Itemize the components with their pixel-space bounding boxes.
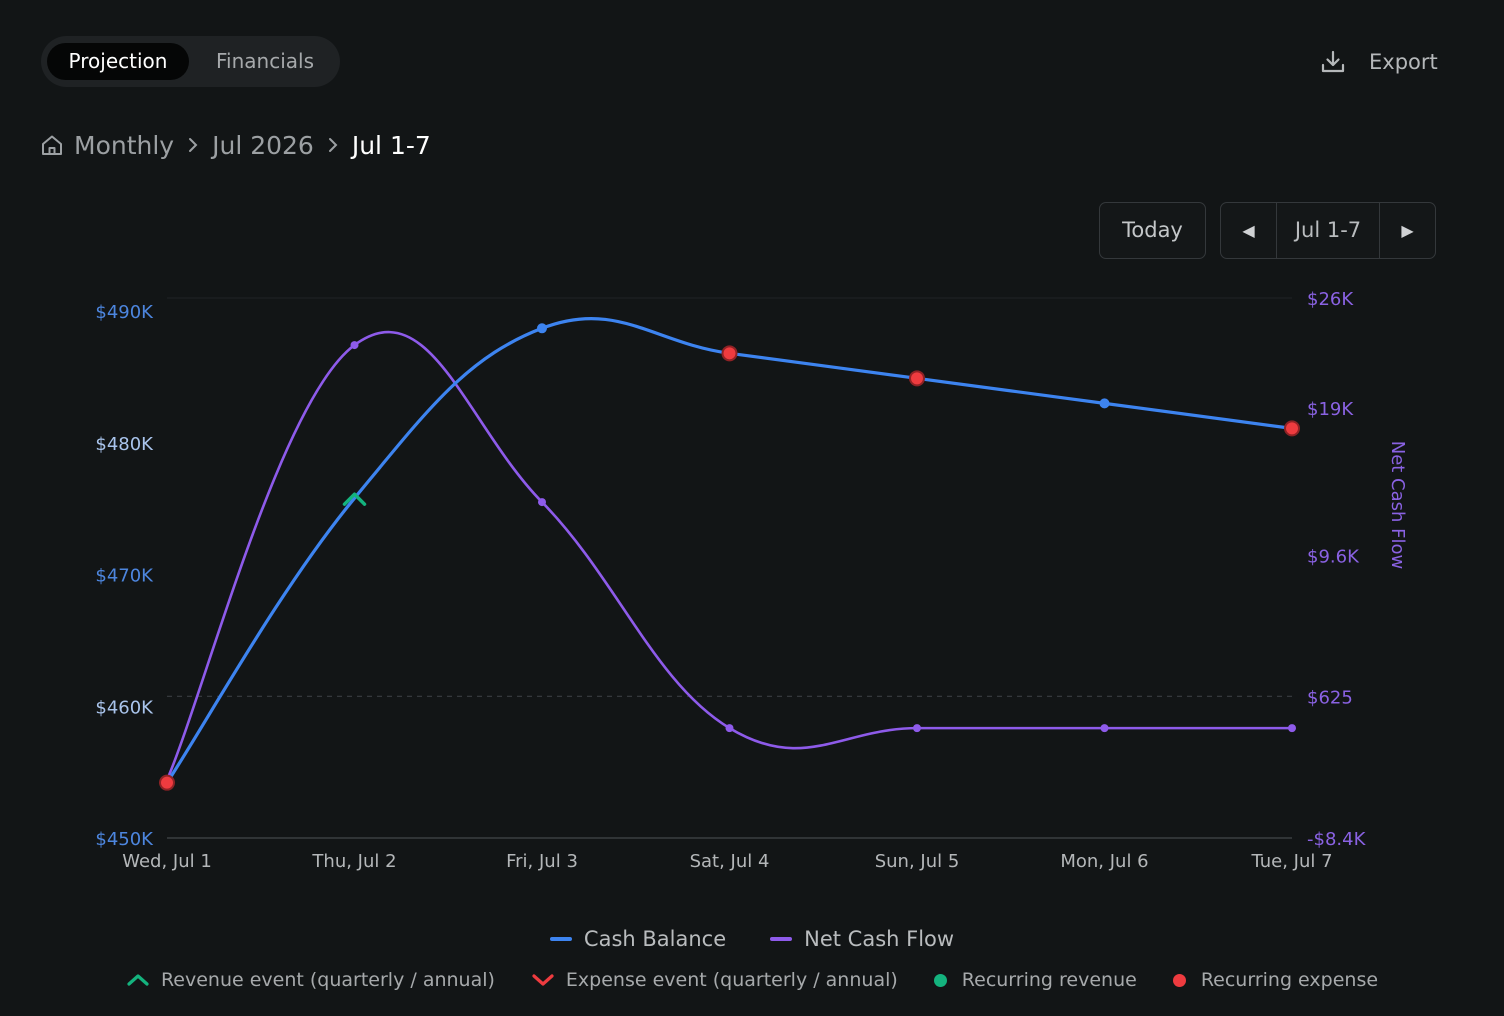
red-dot-icon	[1172, 973, 1186, 987]
legend-recurring-expense-label: Recurring expense	[1200, 969, 1379, 991]
breadcrumb-month[interactable]: Jul 2026	[212, 130, 314, 160]
right-axis-tick-label: $625	[1307, 687, 1353, 708]
triangle-right-icon: ▶	[1401, 221, 1414, 240]
chevron-right-icon	[174, 136, 212, 154]
right-axis-tick-label: $9.6K	[1307, 546, 1360, 567]
cash-balance-point-recurring-expense	[159, 774, 175, 791]
left-axis-tick-label: $490K	[95, 302, 154, 323]
triangle-left-icon: ◀	[1242, 221, 1255, 240]
next-range-button[interactable]: ▶	[1379, 203, 1435, 258]
today-button[interactable]: Today	[1099, 202, 1206, 259]
date-range-label: Jul 1-7	[1294, 218, 1362, 242]
x-axis-tick-label: Sun, Jul 5	[875, 851, 960, 872]
legend-expense-event: Expense event (quarterly / annual)	[531, 969, 898, 991]
net-cash-flow-point	[1288, 724, 1296, 733]
cash-balance-point-recurring-expense	[909, 370, 925, 387]
net-cash-flow-point	[725, 724, 734, 733]
tab-financials[interactable]: Financials	[216, 49, 314, 73]
export-label: Export	[1369, 50, 1438, 74]
cash-projection-chart: $450K $460K $470K $480K $490K -$8.4K $625 $9.6K…	[95, 289, 1408, 872]
net-cash-flow-point	[538, 498, 546, 507]
series-legend: Cash Balance Net Cash Flow	[0, 924, 1504, 954]
chevron-right-icon	[314, 136, 352, 154]
previous-range-button[interactable]: ◀	[1221, 203, 1277, 258]
cash-balance-swatch	[549, 937, 572, 941]
legend-net-cash-flow-label: Net Cash Flow	[804, 927, 955, 951]
legend-recurring-revenue-label: Recurring revenue	[961, 969, 1137, 991]
cash-balance-point-revenue-event	[342, 492, 367, 506]
left-axis-tick-label: $450K	[95, 829, 154, 850]
chevron-up-icon	[126, 972, 150, 988]
net-cash-flow-point	[1100, 724, 1109, 733]
legend-net-cash-flow[interactable]: Net Cash Flow	[770, 927, 954, 951]
net-cash-flow-swatch	[770, 937, 793, 941]
breadcrumb-current: Jul 1-7	[351, 130, 431, 160]
legend-cash-balance[interactable]: Cash Balance	[549, 927, 727, 951]
breadcrumb-monthly[interactable]: Monthly	[74, 130, 175, 160]
green-dot-icon	[933, 973, 947, 987]
left-axis-tick-label: $480K	[95, 434, 154, 455]
legend-expense-event-label: Expense event (quarterly / annual)	[565, 969, 898, 991]
right-axis-tick-label: -$8.4K	[1307, 829, 1367, 850]
export-button[interactable]: Export	[1316, 44, 1440, 80]
legend-revenue-event-label: Revenue event (quarterly / annual)	[160, 969, 495, 991]
cash-balance-point	[1099, 398, 1110, 409]
x-axis-tick-label: Mon, Jul 6	[1060, 851, 1148, 872]
download-icon	[1316, 45, 1350, 79]
cash-balance-line	[165, 317, 1293, 784]
net-cash-flow-line	[165, 330, 1292, 781]
legend-recurring-expense: Recurring expense	[1172, 969, 1379, 991]
view-toggle: Projection Financials	[41, 36, 340, 87]
right-axis-tick-label: $26K	[1307, 289, 1354, 310]
x-axis-tick-label: Thu, Jul 2	[311, 851, 396, 872]
net-cash-flow-point	[350, 341, 359, 350]
x-axis-tick-label: Fri, Jul 3	[506, 851, 578, 872]
x-axis-tick-label: Wed, Jul 1	[122, 851, 212, 872]
marker-legend: Revenue event (quarterly / annual) Expen…	[0, 965, 1504, 995]
right-axis-title: Net Cash Flow	[1387, 441, 1408, 570]
cash-balance-point-recurring-expense	[721, 345, 738, 362]
legend-revenue-event: Revenue event (quarterly / annual)	[126, 969, 495, 991]
date-range-navigator: ◀ Jul 1-7 ▶	[1220, 202, 1436, 259]
left-axis-tick-label: $460K	[95, 697, 154, 718]
home-icon[interactable]	[40, 133, 66, 157]
x-axis-tick-label: Sat, Jul 4	[690, 851, 770, 872]
breadcrumb: Monthly Jul 2026 Jul 1-7	[40, 126, 431, 164]
cash-balance-point	[537, 323, 547, 334]
net-cash-flow-point	[913, 724, 921, 733]
tab-projection[interactable]: Projection	[47, 43, 189, 80]
right-axis-tick-label: $19K	[1307, 399, 1354, 420]
chevron-down-icon	[531, 972, 555, 988]
x-axis-tick-label: Tue, Jul 7	[1250, 851, 1332, 872]
cash-balance-point-recurring-expense	[1284, 420, 1300, 437]
legend-cash-balance-label: Cash Balance	[583, 927, 727, 951]
left-axis-tick-label: $470K	[95, 566, 154, 587]
legend-recurring-revenue: Recurring revenue	[933, 969, 1137, 991]
